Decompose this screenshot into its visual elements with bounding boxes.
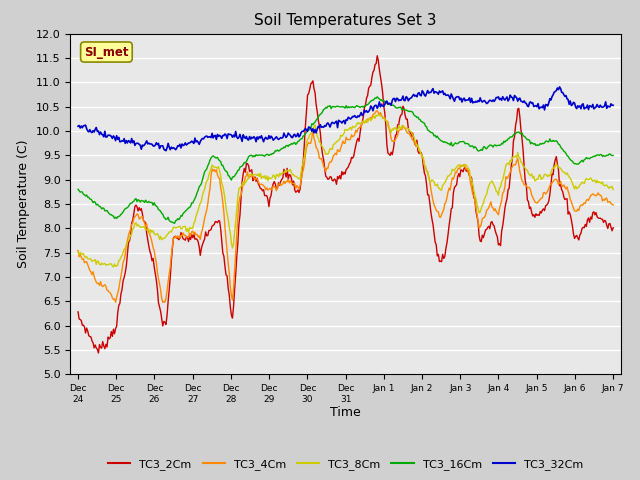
TC3_8Cm [330, 142, 337, 148]
Title: Soil Temperatures Set 3: Soil Temperatures Set 3 [254, 13, 437, 28]
X-axis label: Time: Time [330, 406, 361, 420]
TC3_4Cm [330, 153, 337, 159]
TC3_4Cm [373, 108, 381, 114]
Line: TC3_2Cm: TC3_2Cm [78, 56, 613, 353]
Text: SI_met: SI_met [84, 46, 129, 59]
Legend: TC3_2Cm, TC3_4Cm, TC3_8Cm, TC3_16Cm, TC3_32Cm: TC3_2Cm, TC3_4Cm, TC3_8Cm, TC3_16Cm, TC3… [104, 455, 588, 475]
TC3_2Cm [609, 225, 617, 230]
TC3_32Cm [598, 104, 606, 110]
TC3_2Cm [74, 309, 82, 315]
TC3_4Cm [515, 162, 523, 168]
TC3_8Cm [109, 264, 117, 270]
TC3_2Cm [515, 106, 523, 111]
TC3_32Cm [330, 120, 337, 126]
TC3_4Cm [159, 300, 166, 305]
TC3_8Cm [515, 154, 523, 160]
TC3_8Cm [598, 179, 606, 185]
TC3_16Cm [395, 105, 403, 110]
TC3_16Cm [74, 186, 82, 192]
TC3_16Cm [609, 153, 617, 158]
TC3_16Cm [333, 104, 340, 109]
Line: TC3_16Cm: TC3_16Cm [78, 97, 613, 223]
TC3_2Cm [333, 181, 340, 187]
Line: TC3_8Cm: TC3_8Cm [78, 115, 613, 267]
TC3_16Cm [515, 129, 523, 135]
TC3_4Cm [74, 248, 82, 253]
TC3_32Cm [609, 102, 617, 108]
TC3_32Cm [365, 108, 372, 114]
TC3_32Cm [514, 98, 522, 104]
TC3_2Cm [365, 85, 372, 91]
TC3_2Cm [330, 178, 337, 184]
TC3_8Cm [74, 249, 82, 254]
TC3_32Cm [394, 96, 401, 101]
TC3_4Cm [365, 116, 372, 122]
TC3_2Cm [395, 122, 403, 128]
TC3_4Cm [333, 152, 340, 157]
TC3_8Cm [395, 122, 403, 128]
TC3_16Cm [598, 154, 606, 159]
TC3_8Cm [365, 117, 372, 123]
TC3_32Cm [74, 123, 82, 129]
TC3_8Cm [374, 112, 382, 118]
TC3_2Cm [95, 350, 102, 356]
TC3_8Cm [609, 187, 617, 192]
TC3_32Cm [556, 84, 563, 90]
TC3_4Cm [395, 128, 403, 134]
TC3_32Cm [162, 148, 170, 154]
TC3_16Cm [330, 104, 337, 109]
TC3_16Cm [373, 94, 381, 100]
Line: TC3_32Cm: TC3_32Cm [78, 87, 613, 151]
TC3_4Cm [609, 202, 617, 208]
TC3_32Cm [333, 119, 340, 124]
TC3_16Cm [365, 101, 372, 107]
TC3_4Cm [598, 198, 606, 204]
Line: TC3_4Cm: TC3_4Cm [78, 111, 613, 302]
TC3_16Cm [171, 220, 179, 226]
TC3_2Cm [373, 53, 381, 59]
Y-axis label: Soil Temperature (C): Soil Temperature (C) [17, 140, 30, 268]
TC3_2Cm [598, 216, 606, 222]
TC3_8Cm [333, 140, 340, 145]
